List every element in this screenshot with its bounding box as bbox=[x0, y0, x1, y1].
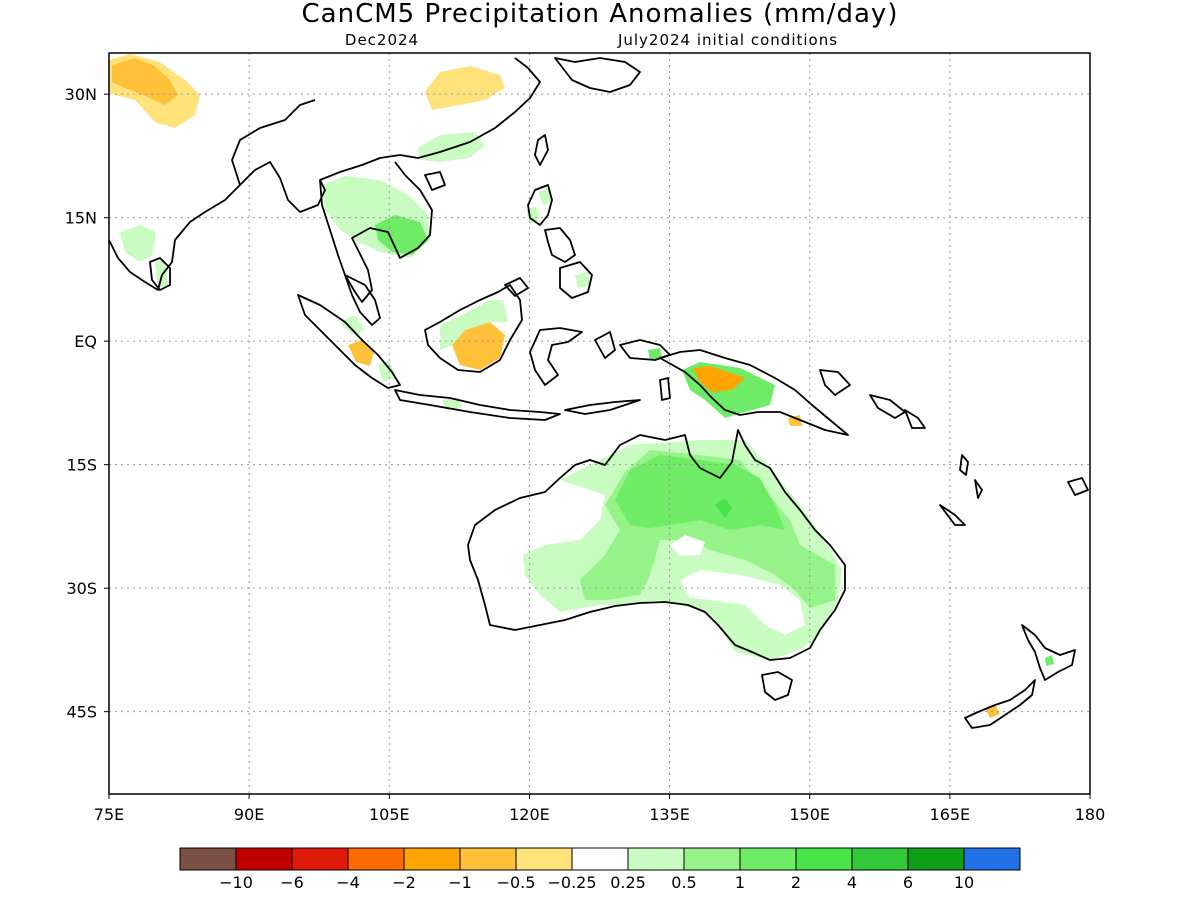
colorbar-swatch bbox=[515, 847, 573, 871]
subtitle-initial-conditions: July2024 initial conditions bbox=[617, 31, 838, 49]
colorbar-label: −10 bbox=[219, 873, 253, 892]
lat-tick-label: 45S bbox=[66, 703, 97, 722]
colorbar-label: −0.5 bbox=[497, 873, 536, 892]
anomaly-himalaya-dry-strong bbox=[112, 58, 178, 105]
anomaly-australia-neutral-1 bbox=[670, 535, 705, 556]
colorbar-label: −0.25 bbox=[547, 873, 596, 892]
anomaly-east-china-dry bbox=[425, 66, 505, 110]
coastline-asia-mainland bbox=[109, 57, 541, 291]
colorbar-swatch bbox=[851, 847, 909, 871]
coastline-indochina bbox=[319, 161, 433, 303]
anomaly-australia-wet-core bbox=[715, 498, 732, 518]
longitude-axis: 75E 90E 105E 120E 135E 150E 165E 180 bbox=[94, 794, 1106, 824]
colorbar-label: 10 bbox=[954, 873, 974, 892]
chart-title: CanCM5 Precipitation Anomalies (mm/day) bbox=[302, 0, 899, 29]
coastline-tasmania bbox=[761, 671, 793, 701]
subtitle-month: Dec2024 bbox=[345, 31, 419, 49]
coastline-malay-peninsula bbox=[344, 274, 381, 326]
colorbar-label: 0.25 bbox=[610, 873, 646, 892]
colorbar-label: 0.5 bbox=[671, 873, 696, 892]
colorbar-swatch bbox=[291, 847, 349, 871]
anomaly-indochina-wet-strong bbox=[375, 215, 428, 255]
coastline-sumatra bbox=[297, 294, 401, 389]
colorbar-swatch bbox=[403, 847, 461, 871]
anomaly-moluccas-wet bbox=[648, 348, 662, 360]
latitude-axis: 30N 15N EQ 15S 30S 45S bbox=[65, 85, 109, 722]
lon-tick-label: 150E bbox=[789, 805, 830, 824]
coastline-bay-of-bengal bbox=[231, 99, 316, 186]
colorbar-label: 6 bbox=[903, 873, 913, 892]
lon-tick-label: 180 bbox=[1075, 805, 1106, 824]
anomaly-south-china-wet bbox=[418, 132, 485, 162]
colorbar: −10 −6 −4 −2 −1 −0.5 −0.25 0.25 0.5 1 2 4 6 10 bbox=[179, 847, 1021, 892]
colorbar-swatch bbox=[907, 847, 965, 871]
coastline-vanuatu bbox=[939, 454, 983, 526]
lon-tick-label: 75E bbox=[94, 805, 124, 824]
colorbar-label: −4 bbox=[336, 873, 360, 892]
colorbar-swatch bbox=[963, 847, 1021, 871]
anomaly-shading bbox=[109, 54, 1054, 718]
lat-tick-label: EQ bbox=[74, 332, 97, 351]
colorbar-swatch bbox=[235, 847, 293, 871]
lat-tick-label: 15S bbox=[66, 456, 97, 475]
anomaly-sumatra-wet bbox=[340, 315, 462, 410]
colorbar-swatch bbox=[627, 847, 685, 871]
coastline-new-britain bbox=[819, 369, 926, 429]
colorbar-swatch bbox=[571, 847, 629, 871]
lon-tick-label: 120E bbox=[509, 805, 550, 824]
anomaly-new-guinea-dry-2 bbox=[788, 415, 802, 426]
coastline-sulawesi bbox=[529, 327, 583, 386]
coastline-sri-lanka bbox=[149, 257, 171, 291]
lon-tick-label: 135E bbox=[649, 805, 690, 824]
lon-tick-label: 90E bbox=[234, 805, 264, 824]
colorbar-label: −2 bbox=[392, 873, 416, 892]
colorbar-label: −6 bbox=[280, 873, 304, 892]
map-gridlines bbox=[109, 53, 1090, 794]
coastline-fiji bbox=[1067, 477, 1089, 496]
coastline-philippines bbox=[504, 184, 593, 299]
anomaly-borneo-dry bbox=[452, 322, 505, 370]
anomaly-india-wet bbox=[120, 225, 168, 288]
lat-tick-label: 30N bbox=[65, 85, 97, 104]
anomaly-sumatra-dry bbox=[348, 340, 374, 366]
anomaly-new-guinea-dry bbox=[693, 366, 745, 392]
coastline-borneo bbox=[424, 284, 523, 373]
lat-tick-label: 30S bbox=[66, 579, 97, 598]
lon-tick-label: 165E bbox=[930, 805, 971, 824]
coastline-new-guinea bbox=[659, 349, 849, 436]
colorbar-swatch bbox=[683, 847, 741, 871]
colorbar-label: 2 bbox=[791, 873, 801, 892]
plot-area bbox=[109, 53, 1090, 794]
coastline-lesser-sunda bbox=[564, 399, 641, 415]
coastline-java bbox=[394, 389, 561, 421]
lat-tick-label: 15N bbox=[65, 209, 97, 228]
coastline-new-zealand-south bbox=[964, 679, 1036, 729]
colorbar-swatch bbox=[795, 847, 853, 871]
colorbar-label: 1 bbox=[735, 873, 745, 892]
colorbar-swatch bbox=[739, 847, 797, 871]
anomaly-borneo-wet bbox=[440, 300, 508, 350]
coastline-australia bbox=[467, 429, 846, 661]
coastline-japan bbox=[554, 57, 641, 93]
colorbar-swatch bbox=[347, 847, 405, 871]
coastline-new-zealand-north bbox=[1021, 624, 1076, 681]
colorbar-swatch bbox=[179, 847, 237, 871]
anomaly-australia-wet-strong bbox=[615, 455, 785, 530]
coastlines bbox=[109, 57, 1089, 729]
plot-frame bbox=[108, 52, 1091, 795]
anomaly-new-zealand-wet bbox=[1045, 655, 1054, 666]
anomaly-philippines-wet bbox=[526, 188, 590, 288]
anomaly-australia-neutral-2 bbox=[680, 570, 805, 635]
colorbar-label: −1 bbox=[448, 873, 472, 892]
coastline-hainan bbox=[424, 171, 446, 191]
colorbar-swatch bbox=[459, 847, 517, 871]
lon-tick-label: 105E bbox=[369, 805, 410, 824]
coastline-taiwan bbox=[534, 134, 549, 166]
colorbar-label: 4 bbox=[847, 873, 857, 892]
